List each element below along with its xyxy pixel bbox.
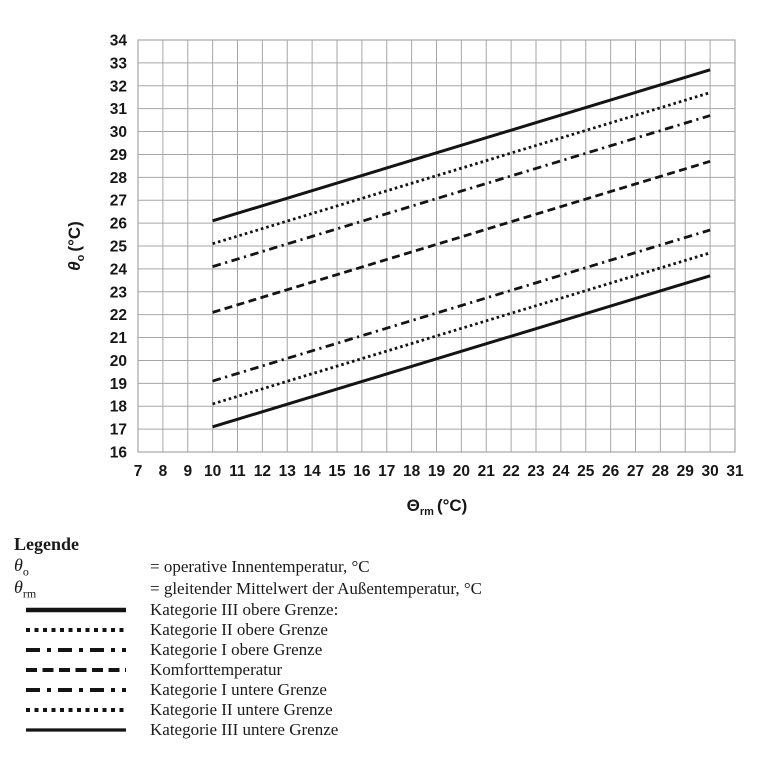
y-tick-label: 22 <box>110 307 127 324</box>
theta-rm-symbol: θrm <box>14 577 150 602</box>
series-line-kategorie-iii-untere-grenze <box>212 274 711 429</box>
x-tick-label: 7 <box>134 463 143 480</box>
y-tick-label: 28 <box>110 170 128 187</box>
x-tick-label: 10 <box>204 463 221 480</box>
y-tick-label: 31 <box>110 101 128 118</box>
line-sample-dashdot <box>14 685 150 695</box>
legend-row-kat2-untere: Kategorie II untere Grenze <box>14 700 780 720</box>
x-axis-label: Θrm (°C) <box>407 496 468 518</box>
y-tick-label: 20 <box>110 353 127 370</box>
legend-row-kat1-obere: Kategorie I obere Grenze <box>14 640 780 660</box>
y-tick-label: 19 <box>110 376 128 393</box>
legend: Legende θo = operative Innentemperatur, … <box>0 532 780 740</box>
line-sample-dashed <box>14 665 150 675</box>
adaptive-comfort-chart: 7 8 9 10 11 12 13 14 15 16 17 18 19 20 21 22 23 24 25 26 27 2… <box>65 33 744 519</box>
legend-label: Kategorie I untere Grenze <box>150 680 327 699</box>
theta-subscript: o <box>22 564 29 579</box>
legend-row-kat1-untere: Kategorie I untere Grenze <box>14 680 780 700</box>
series-line-kategorie-ii-obere-grenze <box>212 91 711 246</box>
series-line-kategorie-ii-untere-grenze <box>212 251 711 406</box>
series-layer <box>212 68 711 429</box>
legend-title: Legende <box>14 534 79 554</box>
x-tick-label: 9 <box>183 463 192 480</box>
legend-definition-text: = gleitender Mittelwert der Außentempera… <box>150 579 482 598</box>
x-tick-label: 29 <box>677 463 695 480</box>
legend-label: Komforttemperatur <box>150 660 283 679</box>
legend-label: Kategorie II obere Grenze <box>150 620 328 639</box>
theta-glyph: θ <box>14 554 23 575</box>
y-axis-label: θo(°C) <box>65 221 87 271</box>
x-tick-label: 22 <box>503 463 520 480</box>
x-tick-label: 26 <box>602 463 620 480</box>
legend-symbol-row-theta-o: θo = operative Innentemperatur, °C <box>14 555 780 580</box>
y-tick-label: 23 <box>110 284 128 301</box>
line-sample-dotted <box>14 625 150 635</box>
x-tick-label: 17 <box>378 463 395 480</box>
x-tick-label: 30 <box>702 463 719 480</box>
line-sample-dashdot <box>14 645 150 655</box>
legend-definition-text: = operative Innentemperatur, °C <box>150 557 370 576</box>
x-tick-label: 23 <box>527 463 545 480</box>
y-tick-label: 25 <box>110 239 128 256</box>
line-sample-dotted <box>14 705 150 715</box>
legend-label: Kategorie III obere Grenze: <box>150 600 339 619</box>
legend-symbol-row-theta-rm: θrm = gleitender Mittelwert der Außentem… <box>14 577 780 602</box>
x-tick-label: 25 <box>577 463 595 480</box>
x-tick-label: 8 <box>159 463 168 480</box>
series-line-kategorie-i-obere-grenze <box>212 114 711 268</box>
series-line-kategorie-i-untere-grenze <box>212 228 711 383</box>
y-tick-label: 32 <box>110 78 127 95</box>
x-tick-label: 14 <box>304 463 322 480</box>
y-tick-label: 34 <box>110 33 128 50</box>
plot-border <box>137 39 736 453</box>
x-tick-label: 27 <box>627 463 644 480</box>
y-tick-label: 21 <box>110 330 128 347</box>
y-tick-label: 24 <box>110 261 128 278</box>
legend-row-kat3-untere: Kategorie III untere Grenze <box>14 720 780 740</box>
legend-label: Kategorie I obere Grenze <box>150 640 323 659</box>
x-tick-label: 20 <box>453 463 470 480</box>
x-tick-label: 12 <box>254 463 271 480</box>
series-line-kategorie-iii-obere-grenze <box>212 68 711 223</box>
legend-label: Kategorie III untere Grenze <box>150 720 339 739</box>
grid-layer <box>137 39 736 453</box>
x-tick-label: 19 <box>428 463 446 480</box>
legend-row-komforttemperatur: Komforttemperatur <box>14 660 780 680</box>
x-tick-label: 15 <box>328 463 346 480</box>
y-tick-label: 33 <box>110 55 128 72</box>
x-tick-label: 13 <box>279 463 297 480</box>
y-tick-label: 26 <box>110 216 128 233</box>
tick-layer: 7 8 9 10 11 12 13 14 15 16 17 18 19 20 21 22 23 24 25 26 27 2… <box>110 33 744 481</box>
x-tick-label: 31 <box>726 463 744 480</box>
x-tick-label: 18 <box>403 463 421 480</box>
x-tick-label: 28 <box>652 463 670 480</box>
legend-row-kat2-obere: Kategorie II obere Grenze <box>14 620 780 640</box>
legend-row-kat3-obere: Kategorie III obere Grenze: <box>14 600 780 620</box>
x-tick-label: 24 <box>552 463 570 480</box>
y-tick-label: 17 <box>110 422 127 439</box>
theta-subscript: rm <box>22 586 37 601</box>
x-tick-label: 16 <box>353 463 371 480</box>
line-sample-solid <box>14 725 150 735</box>
y-tick-label: 29 <box>110 147 128 164</box>
y-tick-label: 16 <box>110 445 128 462</box>
x-tick-label: 11 <box>229 463 246 480</box>
theta-o-symbol: θo <box>14 555 150 580</box>
theta-glyph: θ <box>14 576 23 597</box>
y-tick-label: 30 <box>110 124 127 141</box>
x-tick-label: 21 <box>478 463 496 480</box>
line-sample-solid-thick <box>14 605 150 615</box>
y-tick-label: 18 <box>110 399 128 416</box>
legend-label: Kategorie II untere Grenze <box>150 700 333 719</box>
y-tick-label: 27 <box>110 193 127 210</box>
